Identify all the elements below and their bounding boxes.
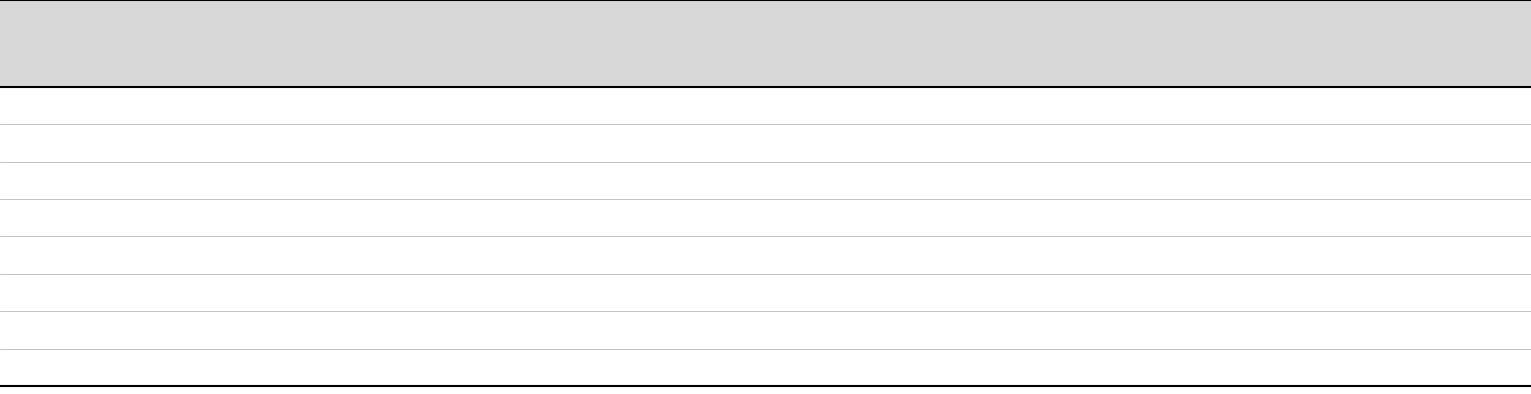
- Text: Creatinine (mg/dL): Creatinine (mg/dL): [8, 100, 106, 110]
- Text: 9.85 ± 7.99: 9.85 ± 7.99: [928, 211, 1001, 224]
- Text: 493.33 ± 1033.03: 493.33 ± 1033.03: [908, 249, 1021, 262]
- Text: Urea: Urea: [8, 136, 41, 149]
- Text: 80.3 ± 44.67: 80.3 ± 44.67: [341, 136, 424, 149]
- FancyBboxPatch shape: [0, 349, 1531, 386]
- Text: 2.03 ± 0.89: 2.03 ± 0.89: [346, 99, 419, 112]
- Text: 0.955: 0.955: [755, 361, 792, 374]
- Text: 227 ± 462.47: 227 ± 462.47: [922, 286, 1007, 299]
- FancyBboxPatch shape: [0, 162, 1531, 199]
- Text: Sodium (mEq/L): Sodium (mEq/L): [8, 325, 90, 335]
- Text: (mg/dL): (mg/dL): [103, 100, 144, 110]
- FancyBboxPatch shape: [0, 199, 1531, 236]
- Text: 11.84 ± 3.09: 11.84 ± 3.09: [923, 174, 1006, 187]
- FancyBboxPatch shape: [0, 311, 1531, 349]
- Text: 11.65 ± 1.71: 11.65 ± 1.71: [1153, 174, 1236, 187]
- Text: (10⁵/mm³): (10⁵/mm³): [89, 213, 142, 223]
- Text: 308.6 ± 804.98: 308.6 ± 804.98: [334, 249, 432, 262]
- Text: (mEq/L): (mEq/L): [103, 362, 144, 372]
- Text: Urea (mg/dL): Urea (mg/dL): [8, 138, 77, 148]
- Text: 18.49 ± 12.47: 18.49 ± 12.47: [1150, 211, 1239, 224]
- Text: 0.661: 0.661: [755, 174, 792, 187]
- FancyBboxPatch shape: [0, 124, 1531, 162]
- Text: 156.6 ± 357.07: 156.6 ± 357.07: [334, 286, 432, 299]
- Text: 17.98 ± 10.47: 17.98 ± 10.47: [553, 211, 641, 224]
- Text: p value: p value: [1343, 37, 1398, 50]
- Text: 100.92 ± 30.78: 100.92 ± 30.78: [916, 136, 1014, 149]
- Text: 13.58 ± 13.04: 13.58 ± 13.04: [338, 211, 427, 224]
- Text: Parameter at AKI
diagnosis: Parameter at AKI diagnosis: [8, 29, 136, 58]
- Text: 145.67 ± 11.99: 145.67 ± 11.99: [916, 323, 1014, 336]
- Text: Non-survivors: Non-survivors: [331, 37, 435, 50]
- Text: 0.533: 0.533: [1352, 323, 1389, 336]
- Text: 0.569: 0.569: [1352, 286, 1389, 299]
- FancyBboxPatch shape: [0, 274, 1531, 311]
- Text: 0.161: 0.161: [1352, 361, 1389, 374]
- Text: (IU/L): (IU/L): [44, 250, 73, 260]
- Text: Creatinine: Creatinine: [8, 99, 80, 112]
- Text: 0.257: 0.257: [755, 211, 792, 224]
- Text: 3.83 ± 1.35: 3.83 ± 1.35: [346, 361, 419, 374]
- Text: 80.8 ± 70.46: 80.8 ± 70.46: [556, 249, 638, 262]
- Text: Hemoglobin (g/dL): Hemoglobin (g/dL): [8, 175, 104, 185]
- Text: Survivors: Survivors: [562, 37, 632, 50]
- Text: (mEq/L): (mEq/L): [77, 325, 118, 335]
- Text: 0.806: 0.806: [1352, 174, 1389, 187]
- Text: 1.000: 1.000: [755, 249, 792, 262]
- Text: AST (IU/L): AST (IU/L): [8, 250, 58, 260]
- Text: (IU/L): (IU/L): [40, 288, 70, 297]
- Text: 142.78 ± 7.34: 142.78 ± 7.34: [553, 323, 641, 336]
- Text: Potassium (mEq/L): Potassium (mEq/L): [8, 362, 106, 372]
- Text: Hemoglobin: Hemoglobin: [8, 174, 92, 187]
- Text: (mg/dL): (mg/dL): [52, 138, 93, 148]
- Text: 11.61 ± 1.41: 11.61 ± 1.41: [556, 174, 638, 187]
- Text: 65.72 ± 37.47: 65.72 ± 37.47: [553, 136, 641, 149]
- Text: Sodium: Sodium: [8, 323, 60, 336]
- Text: Platelets (10⁵/mm³): Platelets (10⁵/mm³): [8, 213, 109, 223]
- Text: 3.85 ± 0.91: 3.85 ± 0.91: [560, 361, 634, 374]
- Text: 76.3 ± 57.92: 76.3 ± 57.92: [556, 286, 638, 299]
- Text: p value: p value: [746, 37, 801, 50]
- FancyBboxPatch shape: [0, 87, 1531, 124]
- FancyBboxPatch shape: [0, 236, 1531, 274]
- Text: 0.286: 0.286: [755, 136, 792, 149]
- Text: 0.910: 0.910: [1352, 249, 1389, 262]
- Text: 0.337: 0.337: [755, 323, 792, 336]
- Text: 1.41 ± 0.56: 1.41 ± 0.56: [1157, 99, 1231, 112]
- Text: (g/dL): (g/dL): [118, 175, 149, 185]
- Text: 2.87 ± 0.94: 2.87 ± 0.94: [928, 99, 1001, 112]
- Text: AST: AST: [8, 249, 35, 262]
- Text: 0.002*: 0.002*: [1349, 136, 1392, 149]
- Text: 3.62 ± 0.87: 3.62 ± 0.87: [1157, 361, 1231, 374]
- Text: ALT (IU/L): ALT (IU/L): [8, 288, 57, 297]
- Text: Non-KDIGO
Stage 3: Non-KDIGO Stage 3: [1153, 29, 1236, 58]
- Text: 145.65 ± 10.4: 145.65 ± 10.4: [338, 323, 427, 336]
- Text: Potassium: Potassium: [8, 361, 81, 374]
- Text: 4.32 ± 1.53: 4.32 ± 1.53: [928, 361, 1001, 374]
- Text: 0.136: 0.136: [755, 99, 792, 112]
- Text: 11.91 ± 2.74: 11.91 ± 2.74: [341, 174, 424, 187]
- Text: 0.029*: 0.029*: [1349, 211, 1392, 224]
- Text: ALT: ALT: [8, 286, 32, 299]
- Text: KDIGO
Stage 3: KDIGO Stage 3: [935, 29, 994, 58]
- Text: 74.33 ± 58.68: 74.33 ± 58.68: [1150, 249, 1239, 262]
- Text: 1.59 ± 0.91: 1.59 ± 0.91: [560, 99, 634, 112]
- FancyBboxPatch shape: [0, 0, 1531, 87]
- Text: <0.001*: <0.001*: [1344, 99, 1396, 112]
- Text: 0.631: 0.631: [755, 286, 792, 299]
- Text: 143.65 ± 7.58: 143.65 ± 7.58: [1150, 323, 1239, 336]
- Text: 69.6 ± 50.61: 69.6 ± 50.61: [1153, 286, 1236, 299]
- Text: Platelets: Platelets: [8, 211, 69, 224]
- Text: 59.46 ± 38.75: 59.46 ± 38.75: [1150, 136, 1239, 149]
